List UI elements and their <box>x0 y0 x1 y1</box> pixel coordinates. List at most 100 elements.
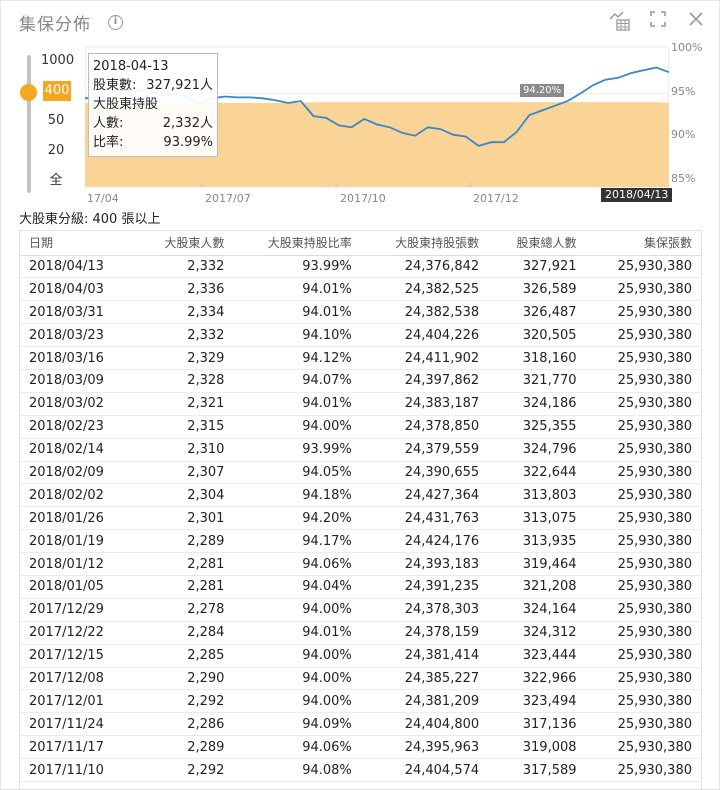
table-row[interactable]: 2017/12/15 2,285 94.00% 24,381,414 323,444 25… <box>20 644 701 668</box>
current-date-label: 2018/04/13 <box>601 188 673 202</box>
table-cell: 324,186 <box>488 392 586 416</box>
table-row[interactable]: 2018/04/03 2,336 94.01% 24,382,525 326,589 25… <box>20 277 701 302</box>
table-row[interactable]: 2018/01/19 2,289 94.17% 24,424,176 313,935 25… <box>20 529 701 554</box>
table-cell: 2,289 <box>136 529 234 554</box>
column-header-total-holders[interactable]: 股東總人數 <box>488 231 586 256</box>
table-cell: 24,411,902 <box>360 346 489 370</box>
column-header-date[interactable]: 日期 <box>20 231 137 256</box>
highlight-value-label: 94.20% <box>520 84 565 97</box>
table-cell: 25,930,380 <box>585 369 701 393</box>
table-cell: 24,376,842 <box>360 255 489 279</box>
column-header-major-ratio[interactable]: 大股東持股比率 <box>233 231 361 256</box>
level-option-1000[interactable]: 1000 <box>41 53 75 68</box>
table-row[interactable]: 2018/03/23 2,332 94.10% 24,404,226 320,505 25… <box>20 323 701 348</box>
table-cell: 2018/04/03 <box>20 277 137 302</box>
table-cell: 24,431,763 <box>360 506 489 531</box>
level-slider-handle[interactable] <box>20 84 37 101</box>
chart-toggle-icon[interactable] <box>609 10 630 31</box>
table-cell: 2,310 <box>136 438 234 462</box>
level-slider-track[interactable] <box>27 55 31 193</box>
info-icon[interactable]: i <box>108 15 123 30</box>
table-cell: 313,803 <box>488 483 586 508</box>
table-row[interactable]: 2018/01/26 2,301 94.20% 24,431,763 313,075 25… <box>20 506 701 531</box>
table-cell: 2,286 <box>136 712 234 737</box>
table-cell: 24,378,303 <box>360 598 489 622</box>
x-tick-label: 2017/10 <box>340 192 386 205</box>
table-row[interactable]: 2018/03/16 2,329 94.12% 24,411,902 318,160 25… <box>20 346 701 370</box>
table-cell: 2017/12/29 <box>20 598 137 622</box>
table-cell: 25,930,380 <box>585 392 701 416</box>
table-cell: 2018/01/12 <box>20 552 137 576</box>
table-row[interactable]: 2017/12/08 2,290 94.00% 24,385,227 322,966 25… <box>20 667 701 691</box>
table-cell: 24,383,187 <box>360 392 489 416</box>
table-cell: 93.99% <box>233 255 361 279</box>
table-row[interactable]: 2018/03/02 2,321 94.01% 24,383,187 324,186 25… <box>20 392 701 416</box>
table-cell: 318,160 <box>488 346 586 370</box>
table-cell: 2017/11/24 <box>20 712 137 737</box>
table-cell: 2,328 <box>136 369 234 393</box>
table-row[interactable]: 2017/11/10 2,292 94.08% 24,404,574 317,589 25… <box>20 758 701 782</box>
table-cell: 326,589 <box>488 277 586 302</box>
table-row[interactable]: 2018/04/13 2,332 93.99% 24,376,842 327,921 25… <box>20 255 701 279</box>
tooltip-ratio-label: 比率: <box>93 135 124 150</box>
table-row[interactable]: 2018/03/31 2,334 94.01% 24,382,538 326,487 25… <box>20 300 701 325</box>
column-header-custody-shares[interactable]: 集保張數 <box>585 231 701 256</box>
level-option-20[interactable]: 20 <box>47 143 65 158</box>
table-cell: 25,930,380 <box>585 346 701 370</box>
table-cell: 2018/01/19 <box>20 529 137 554</box>
level-option-all[interactable]: 全 <box>49 173 63 188</box>
table-cell: 2,292 <box>136 758 234 782</box>
tooltip-holders-row: 股東數: 327,921人 <box>93 76 213 95</box>
x-tick-label: 17/04 <box>87 192 119 205</box>
column-header-major-shares[interactable]: 大股東持股張數 <box>360 231 489 256</box>
table-cell: 25,930,380 <box>585 667 701 691</box>
x-tick-label: 2017/07 <box>205 192 251 205</box>
table-cell: 320,505 <box>488 323 586 348</box>
table-cell: 24,391,235 <box>360 575 489 599</box>
table-row[interactable]: 2018/01/05 2,281 94.04% 24,391,235 321,208 25… <box>20 575 701 599</box>
table-cell: 25,930,380 <box>585 621 701 645</box>
fullscreen-icon[interactable] <box>649 10 669 30</box>
table-cell: 25,930,380 <box>585 255 701 279</box>
table-row[interactable]: 2017/12/29 2,278 94.00% 24,378,303 324,164 25… <box>20 598 701 622</box>
table-row[interactable]: 2017/12/22 2,284 94.01% 24,378,159 324,312 25… <box>20 621 701 645</box>
table-row[interactable]: 2017/11/24 2,286 94.09% 24,404,800 317,136 25… <box>20 712 701 737</box>
table-row[interactable]: 2017/12/01 2,292 94.00% 24,381,209 323,494 25… <box>20 689 701 714</box>
table-cell: 2,329 <box>136 346 234 370</box>
level-option-400[interactable]: 400 <box>43 81 71 101</box>
table-cell: 324,796 <box>488 438 586 462</box>
table-cell: 25,930,380 <box>585 323 701 348</box>
table-row[interactable]: 2018/01/12 2,281 94.06% 24,393,183 319,464 25… <box>20 552 701 576</box>
table-row[interactable]: 2018/02/14 2,310 93.99% 24,379,559 324,796 25… <box>20 438 701 462</box>
data-table-container[interactable]: 日期 大股東人數 大股東持股比率 大股東持股張數 股東總人數 集保張數 2018… <box>19 230 702 790</box>
table-cell: 24,424,176 <box>360 529 489 554</box>
table-cell: 25,930,380 <box>585 461 701 485</box>
table-row[interactable]: 2018/02/23 2,315 94.00% 24,378,850 325,355 25… <box>20 415 701 439</box>
close-icon[interactable] <box>687 10 707 30</box>
table-cell: 24,379,559 <box>360 438 489 462</box>
table-cell: 2,292 <box>136 689 234 714</box>
table-cell: 2018/04/13 <box>20 255 137 279</box>
table-row[interactable]: 2018/02/02 2,304 94.18% 24,427,364 313,803 25… <box>20 483 701 508</box>
table-cell: 2,334 <box>136 300 234 325</box>
y-tick-label: 85% <box>671 172 696 185</box>
table-cell: 93.99% <box>233 438 361 462</box>
table-cell: 2018/03/31 <box>20 300 137 325</box>
distribution-chart[interactable] <box>85 39 669 191</box>
table-cell: 24,404,574 <box>360 758 489 782</box>
table-cell: 24,381,209 <box>360 689 489 714</box>
table-cell: 24,427,364 <box>360 483 489 508</box>
column-header-major-count[interactable]: 大股東人數 <box>136 231 234 256</box>
table-cell: 24,381,414 <box>360 644 489 668</box>
table-cell: 24,395,963 <box>360 735 489 760</box>
table-row[interactable]: 2018/03/09 2,328 94.07% 24,397,862 321,770 25… <box>20 369 701 393</box>
level-option-50[interactable]: 50 <box>47 113 65 128</box>
table-row[interactable]: 2018/02/09 2,307 94.05% 24,390,655 322,644 25… <box>20 461 701 485</box>
y-tick-label: 90% <box>671 128 696 141</box>
table-cell: 2,304 <box>136 483 234 508</box>
table-cell: 319,464 <box>488 552 586 576</box>
table-cell: 94.04% <box>233 575 361 599</box>
table-row[interactable]: 2017/11/17 2,289 94.06% 24,395,963 319,008 25… <box>20 735 701 760</box>
table-cell: 324,312 <box>488 621 586 645</box>
tooltip-date: 2018-04-13 <box>93 59 169 74</box>
